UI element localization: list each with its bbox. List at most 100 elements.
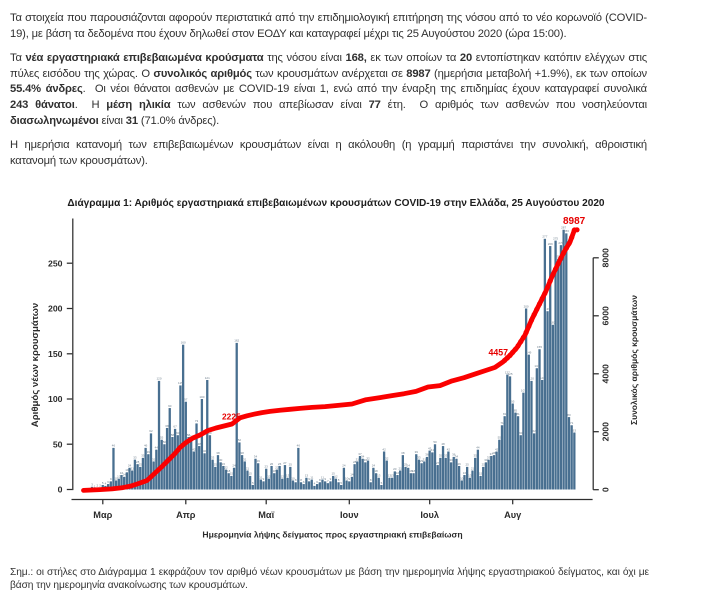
svg-text:25: 25: [465, 463, 469, 467]
svg-text:43: 43: [428, 446, 432, 450]
svg-text:Συνολικός αριθμός κρουσμάτων: Συνολικός αριθμός κρουσμάτων: [629, 295, 639, 425]
svg-text:6: 6: [107, 480, 109, 484]
svg-text:14: 14: [350, 473, 354, 477]
svg-text:15: 15: [230, 472, 234, 476]
svg-text:38: 38: [240, 451, 244, 455]
svg-text:34: 34: [254, 455, 258, 459]
svg-text:46: 46: [144, 444, 148, 448]
svg-text:20: 20: [393, 467, 397, 471]
svg-text:149: 149: [526, 350, 531, 354]
svg-text:26: 26: [457, 462, 461, 466]
svg-text:38: 38: [492, 451, 496, 455]
svg-text:25: 25: [289, 463, 293, 467]
svg-text:27: 27: [283, 461, 287, 465]
svg-text:30: 30: [484, 458, 488, 462]
svg-text:18: 18: [227, 469, 231, 473]
svg-text:50: 50: [163, 440, 167, 444]
svg-text:0: 0: [601, 487, 611, 492]
svg-text:37: 37: [490, 452, 494, 456]
svg-text:9: 9: [308, 477, 310, 481]
svg-text:32: 32: [366, 456, 370, 460]
svg-text:36: 36: [452, 453, 456, 457]
svg-text:200: 200: [524, 304, 529, 308]
svg-text:15: 15: [332, 472, 336, 476]
svg-text:24: 24: [128, 464, 132, 468]
svg-text:23: 23: [265, 464, 269, 468]
svg-text:29: 29: [420, 459, 424, 463]
svg-text:18: 18: [409, 469, 413, 473]
svg-text:277: 277: [542, 235, 547, 239]
svg-text:9: 9: [263, 477, 265, 481]
svg-text:162: 162: [234, 339, 239, 343]
svg-text:33: 33: [211, 455, 215, 459]
svg-text:Ημερομηνία λήψης δείγματος προ: Ημερομηνία λήψης δείγματος προς εργαστηρ…: [202, 530, 462, 540]
svg-text:25: 25: [404, 463, 408, 467]
svg-text:12: 12: [267, 474, 271, 478]
svg-text:160: 160: [181, 341, 186, 345]
svg-text:127: 127: [505, 370, 510, 374]
svg-text:42: 42: [382, 447, 386, 451]
svg-text:12: 12: [281, 474, 285, 478]
svg-text:5: 5: [102, 481, 104, 485]
svg-text:41: 41: [431, 448, 435, 452]
svg-text:269: 269: [548, 242, 553, 246]
svg-text:2000: 2000: [601, 422, 611, 441]
svg-text:44: 44: [155, 445, 159, 449]
svg-text:60: 60: [176, 431, 180, 435]
svg-text:9: 9: [110, 477, 112, 481]
svg-text:58: 58: [171, 433, 175, 437]
svg-text:33: 33: [133, 455, 137, 459]
svg-text:81: 81: [516, 412, 520, 416]
svg-text:134: 134: [534, 364, 539, 368]
svg-text:32: 32: [385, 456, 389, 460]
svg-text:63: 63: [573, 428, 577, 432]
svg-text:39: 39: [147, 450, 151, 454]
svg-text:25: 25: [482, 463, 486, 467]
svg-text:121: 121: [205, 376, 210, 380]
svg-text:35: 35: [444, 454, 448, 458]
svg-text:8: 8: [370, 478, 372, 482]
svg-text:26: 26: [222, 462, 226, 466]
svg-text:22: 22: [224, 465, 228, 469]
svg-text:34: 34: [455, 455, 459, 459]
svg-text:13: 13: [286, 474, 290, 478]
svg-text:55: 55: [498, 436, 502, 440]
svg-text:50: 50: [433, 440, 437, 444]
svg-text:11: 11: [321, 475, 324, 479]
svg-text:50: 50: [53, 439, 63, 449]
svg-text:8987: 8987: [563, 216, 586, 227]
svg-text:287: 287: [561, 226, 566, 230]
svg-text:13: 13: [388, 474, 392, 478]
svg-text:42: 42: [495, 447, 499, 451]
svg-text:120: 120: [529, 377, 534, 381]
svg-text:39: 39: [415, 450, 419, 454]
svg-text:95: 95: [511, 399, 515, 403]
svg-text:27: 27: [436, 461, 440, 465]
svg-text:Αριθμός νέων κρουσμάτων: Αριθμός νέων κρουσμάτων: [30, 303, 41, 427]
svg-text:10: 10: [345, 476, 349, 480]
svg-text:13: 13: [305, 474, 309, 478]
svg-text:38: 38: [401, 451, 405, 455]
svg-text:255: 255: [556, 255, 561, 259]
svg-text:21: 21: [246, 466, 250, 470]
svg-text:34: 34: [361, 455, 365, 459]
svg-text:Μαρ: Μαρ: [93, 510, 112, 520]
svg-text:24: 24: [342, 464, 346, 468]
svg-text:44: 44: [476, 445, 480, 449]
svg-text:60: 60: [208, 431, 212, 435]
svg-text:31: 31: [243, 457, 247, 461]
svg-text:5: 5: [381, 481, 383, 485]
svg-text:25: 25: [139, 463, 143, 467]
svg-text:9: 9: [330, 477, 332, 481]
svg-text:46: 46: [112, 444, 116, 448]
svg-text:30: 30: [364, 458, 368, 462]
svg-text:121: 121: [540, 376, 545, 380]
svg-text:24: 24: [372, 464, 376, 468]
svg-text:100: 100: [48, 394, 63, 404]
svg-text:62: 62: [149, 429, 153, 433]
svg-text:1: 1: [94, 484, 96, 488]
svg-text:6000: 6000: [601, 306, 611, 325]
svg-text:24: 24: [407, 464, 411, 468]
svg-text:15: 15: [248, 472, 252, 476]
svg-text:107: 107: [521, 388, 526, 392]
